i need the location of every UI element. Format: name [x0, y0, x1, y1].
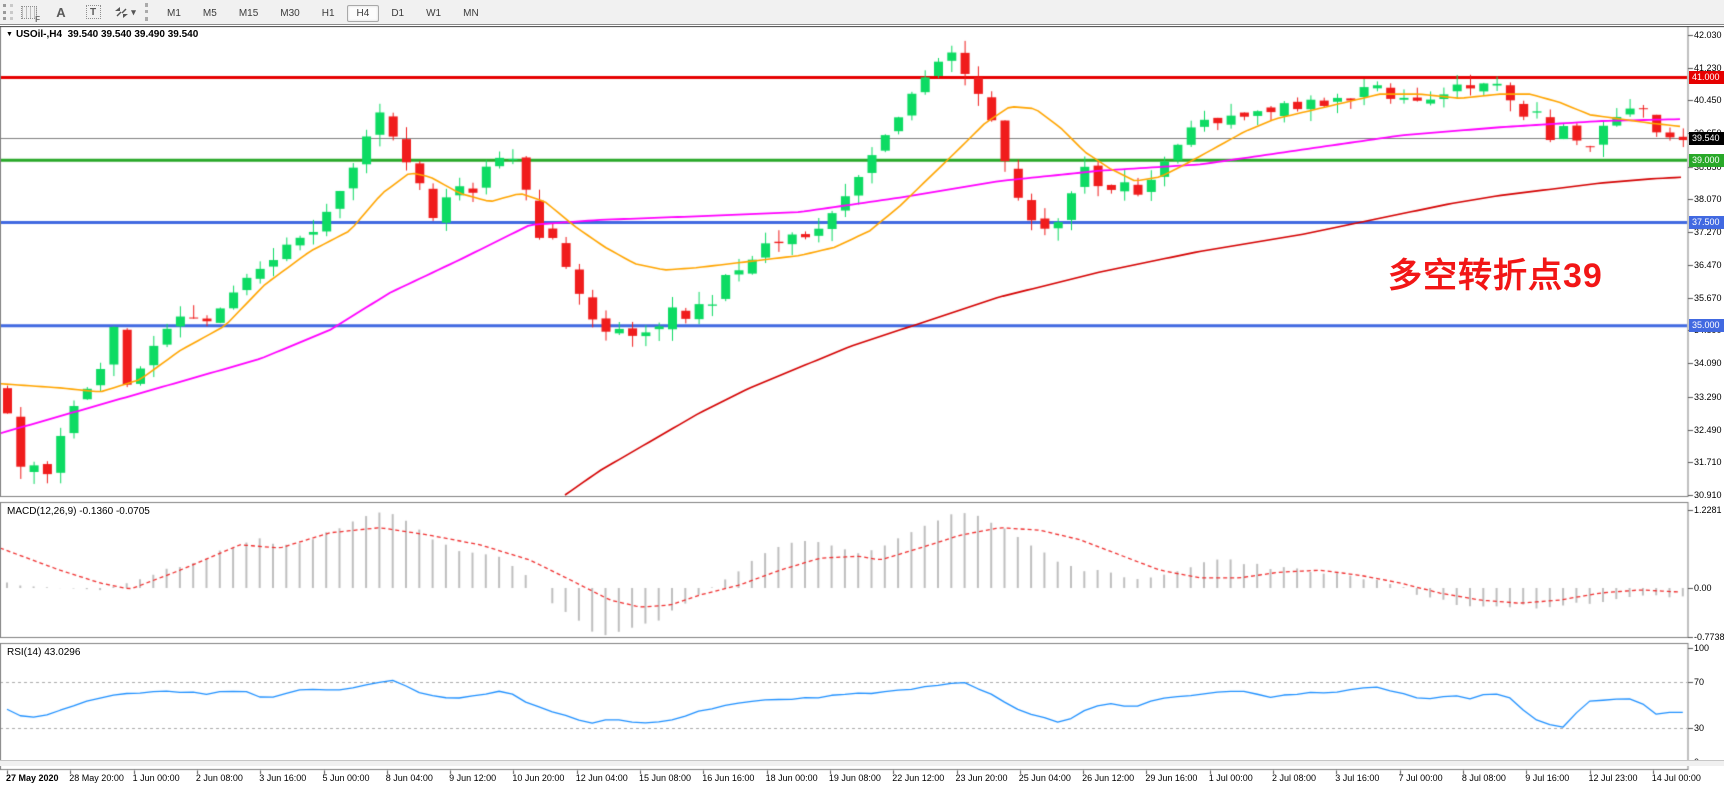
date-label: 29 Jun 16:00 — [1145, 773, 1198, 783]
timeframe-button-m30[interactable]: M30 — [280, 8, 300, 19]
timeframe-button-m5[interactable]: M5 — [202, 8, 217, 19]
price-tick-label: 34.090 — [1694, 358, 1722, 369]
date-label: 1 Jun 00:00 — [132, 773, 180, 783]
chart-window: ▼ USOil-,H4 39.540 39.540 39.490 39.540 M… — [0, 26, 1724, 792]
status-strip — [0, 760, 1724, 766]
timeframe-button-m1[interactable]: M1 — [167, 8, 181, 19]
price-tick-label: 35.670 — [1694, 293, 1722, 304]
price-tick-label: 32.490 — [1694, 424, 1722, 435]
date-label: 10 Jun 20:00 — [512, 773, 565, 783]
price-tick-label: 40.450 — [1694, 95, 1722, 106]
chart-title: ▼ USOil-,H4 39.540 39.540 39.490 39.540 — [6, 29, 198, 40]
date-label: 9 Jul 16:00 — [1525, 773, 1570, 783]
level-badge-37500: 37.500 — [1689, 215, 1724, 229]
text-box-icon[interactable]: T — [80, 2, 106, 22]
chart-annotation-text: 多空转折点39 — [1388, 257, 1603, 295]
price-tick-label: 42.030 — [1694, 30, 1722, 40]
price-tick-label: 31.710 — [1694, 456, 1722, 467]
timeframe-button-h4[interactable]: H4 — [346, 5, 380, 22]
date-label: 2 Jun 08:00 — [195, 773, 243, 783]
toolbar-grip[interactable] — [3, 4, 13, 20]
grid-f-glyph: F — [21, 5, 40, 24]
date-label: 27 May 2020 — [6, 773, 59, 783]
current-price-badge: 39.540 — [1689, 131, 1724, 145]
timeframe-button-h1[interactable]: H1 — [321, 8, 335, 19]
date-label: 3 Jun 16:00 — [259, 773, 307, 783]
date-label: 25 Jun 04:00 — [1018, 773, 1071, 783]
date-label: 8 Jun 04:00 — [385, 773, 433, 783]
date-label: 23 Jun 20:00 — [955, 773, 1008, 783]
timeframe-buttons: M1 M5 M15 M30 H1 H4 D1 W1 MN — [156, 3, 490, 22]
rsi-tick-label: 70 — [1694, 677, 1705, 688]
level-badge-41000: 41.000 — [1689, 71, 1724, 85]
date-label: 5 Jun 00:00 — [322, 773, 370, 783]
text-label-icon[interactable]: A — [56, 4, 66, 20]
timeframe-button-w1[interactable]: W1 — [426, 8, 442, 19]
text-box-glyph: T — [85, 5, 101, 19]
date-label: 1 Jul 00:00 — [1208, 773, 1253, 783]
chart-canvas[interactable] — [0, 26, 1724, 792]
level-badge-39000: 39.000 — [1689, 153, 1724, 167]
date-label: 9 Jun 12:00 — [449, 773, 497, 783]
date-label: 15 Jun 08:00 — [639, 773, 692, 783]
date-label: 12 Jun 04:00 — [575, 773, 628, 783]
toolbar-separator — [145, 3, 152, 21]
arrows-glyph — [115, 6, 129, 18]
date-label: 18 Jun 00:00 — [765, 773, 818, 783]
timeframe-button-mn[interactable]: MN — [463, 8, 479, 19]
date-label: 28 May 20:00 — [69, 773, 124, 783]
timeframe-button-m15[interactable]: M15 — [238, 8, 259, 19]
arrows-tool-icon[interactable]: ▾ — [112, 2, 138, 22]
date-label: 16 Jun 16:00 — [702, 773, 755, 783]
price-tick-label: 33.290 — [1694, 391, 1722, 402]
chart-title-text: USOil-,H4 39.540 39.540 39.490 39.540 — [15, 29, 199, 40]
rsi-tick-label: 30 — [1694, 722, 1705, 733]
date-label: 19 Jun 08:00 — [828, 773, 881, 783]
macd-tick-label: 1.2281 — [1694, 505, 1722, 516]
price-tick-label: 36.470 — [1694, 259, 1722, 270]
macd-indicator-label: MACD(12,26,9) -0.1360 -0.0705 — [7, 506, 150, 517]
date-label: 26 Jun 12:00 — [1082, 773, 1135, 783]
rsi-tick-label: 100 — [1694, 643, 1710, 653]
price-tick-label: 30.910 — [1694, 489, 1722, 500]
grid-f-icon[interactable]: F — [16, 2, 42, 24]
date-label: 22 Jun 12:00 — [892, 773, 945, 783]
date-label: 12 Jul 23:00 — [1588, 773, 1638, 783]
level-badge-35000: 35.000 — [1689, 319, 1724, 333]
price-tick-label: 37.270 — [1694, 226, 1722, 237]
symbol-dropdown-icon[interactable]: ▼ — [6, 31, 13, 38]
toolbar: F A T ▾ M1 M5 M15 M30 H1 H4 D1 W1 MN — [0, 0, 1724, 25]
price-tick-label: 41.230 — [1694, 63, 1722, 74]
macd-tick-label: 0.00 — [1694, 583, 1712, 593]
date-label: 14 Jul 00:00 — [1651, 773, 1701, 783]
macd-tick-label: -0.7738 — [1694, 632, 1724, 643]
timeframe-button-d1[interactable]: D1 — [391, 8, 405, 19]
date-label: 3 Jul 16:00 — [1335, 773, 1380, 783]
rsi-indicator-label: RSI(14) 43.0296 — [7, 647, 81, 658]
date-label: 2 Jul 08:00 — [1272, 773, 1317, 783]
date-label: 7 Jul 00:00 — [1398, 773, 1443, 783]
dropdown-caret-icon[interactable]: ▾ — [131, 6, 136, 17]
price-tick-label: 38.070 — [1694, 193, 1722, 204]
date-label: 8 Jul 08:00 — [1461, 773, 1506, 783]
